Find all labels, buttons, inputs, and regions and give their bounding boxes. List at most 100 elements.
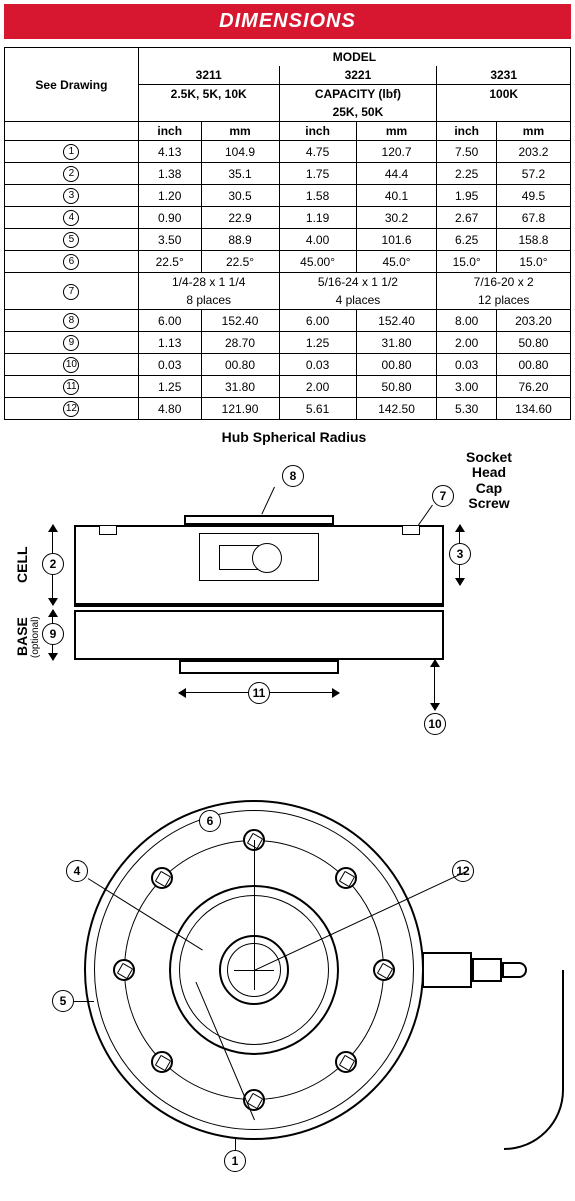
cell: 4 places	[279, 291, 437, 310]
cell: 203.20	[496, 310, 570, 332]
callout-4: 4	[66, 860, 88, 882]
cell: 8 places	[138, 291, 279, 310]
cell: 88.9	[201, 229, 279, 251]
split-line	[74, 605, 444, 607]
table-body: 14.13104.94.75120.77.50203.221.3835.11.7…	[5, 141, 571, 420]
cell: 6.25	[437, 229, 497, 251]
callout-1: 1	[224, 1150, 246, 1172]
socket-l1: Socket	[466, 449, 512, 465]
cell: 1.20	[138, 185, 201, 207]
cell: 15.0°	[496, 251, 570, 273]
cell: 121.90	[201, 398, 279, 420]
callout-2: 2	[42, 553, 64, 575]
header-model-2: 3231	[437, 66, 571, 85]
cell: 31.80	[201, 376, 279, 398]
cell: 5.30	[437, 398, 497, 420]
cell: 4.13	[138, 141, 201, 163]
u-inch-0: inch	[138, 122, 201, 141]
leader-1	[235, 1137, 236, 1151]
cell: 22.9	[201, 207, 279, 229]
table-row: 14.13104.94.75120.77.50203.2	[5, 141, 571, 163]
cell: 152.40	[356, 310, 437, 332]
dimensions-table: See Drawing MODEL 3211 3221 3231 2.5K, 5…	[4, 47, 571, 420]
cell: 44.4	[356, 163, 437, 185]
dim-10-line	[434, 660, 435, 710]
table-row: 622.5°22.5°45.00°45.0°15.0°15.0°	[5, 251, 571, 273]
cell: 152.40	[201, 310, 279, 332]
u-mm-0: mm	[201, 122, 279, 141]
header-model-1: 3221	[279, 66, 437, 85]
callout-11: 11	[248, 682, 270, 704]
table-row: 40.9022.91.1930.22.6767.8	[5, 207, 571, 229]
header-cap-2: 100K	[437, 85, 571, 104]
row-num: 7	[5, 273, 139, 310]
cell: 00.80	[356, 354, 437, 376]
cell: 50.80	[496, 332, 570, 354]
cable	[504, 970, 564, 1150]
cell: 22.5°	[201, 251, 279, 273]
row-num: 12	[5, 398, 139, 420]
callout-8: 8	[282, 465, 304, 487]
diagram-area: Hub Spherical Radius Socket Head Cap Scr…	[4, 430, 571, 1180]
bolt-ne	[335, 867, 357, 889]
cell: 7.50	[437, 141, 497, 163]
socket-l2: Head	[472, 464, 506, 480]
bolt-sw	[151, 1051, 173, 1073]
table-row: 71/4-28 x 1 1/45/16-24 x 1 1/27/16-20 x …	[5, 273, 571, 292]
row-num: 10	[5, 354, 139, 376]
blank-corner	[5, 122, 139, 141]
cell: 15.0°	[437, 251, 497, 273]
hub-top	[184, 515, 334, 525]
base-body	[74, 610, 444, 660]
cell: 4.80	[138, 398, 201, 420]
base-text: BASE	[14, 618, 30, 657]
cell: 76.20	[496, 376, 570, 398]
bolt-e	[373, 959, 395, 981]
cell: 1/4-28 x 1 1/4	[138, 273, 279, 292]
cell: 35.1	[201, 163, 279, 185]
bolt-nw	[151, 867, 173, 889]
leader-5	[74, 1001, 94, 1002]
callout-10: 10	[424, 713, 446, 735]
u-inch-1: inch	[279, 122, 356, 141]
u-inch-2: inch	[437, 122, 497, 141]
base-vlabel: BASE	[14, 612, 30, 662]
row-num: 8	[5, 310, 139, 332]
cell: 00.80	[201, 354, 279, 376]
cell: 0.03	[138, 354, 201, 376]
screw-r	[402, 525, 420, 535]
cell: 1.13	[138, 332, 201, 354]
cell: 7/16-20 x 2	[437, 273, 571, 292]
cell: 45.00°	[279, 251, 356, 273]
cell: 1.19	[279, 207, 356, 229]
screw-l	[99, 525, 117, 535]
cell: 0.03	[279, 354, 356, 376]
cell: 1.58	[279, 185, 356, 207]
callout-3: 3	[449, 543, 471, 565]
cell: 31.80	[356, 332, 437, 354]
cell: 0.03	[437, 354, 497, 376]
cell: 6.00	[138, 310, 201, 332]
header-see-drawing: See Drawing	[5, 48, 139, 122]
socket-l3: Cap	[476, 480, 502, 496]
row-num: 6	[5, 251, 139, 273]
leader-8	[261, 487, 275, 515]
row-num: 3	[5, 185, 139, 207]
cell: 120.7	[356, 141, 437, 163]
cell: 22.5°	[138, 251, 201, 273]
cell: 1.95	[437, 185, 497, 207]
socket-label: Socket Head Cap Screw	[454, 450, 524, 512]
cell: 4.00	[279, 229, 356, 251]
bolt-w	[113, 959, 135, 981]
socket-l4: Screw	[468, 495, 509, 511]
cell: 12 places	[437, 291, 571, 310]
cell: 142.50	[356, 398, 437, 420]
table-row: 21.3835.11.7544.42.2557.2	[5, 163, 571, 185]
table-row: 31.2030.51.5840.11.9549.5	[5, 185, 571, 207]
cell: 1.25	[279, 332, 356, 354]
hub-hole	[252, 543, 282, 573]
cell: 0.90	[138, 207, 201, 229]
cell: 104.9	[201, 141, 279, 163]
cell: 2.00	[437, 332, 497, 354]
cell: 101.6	[356, 229, 437, 251]
